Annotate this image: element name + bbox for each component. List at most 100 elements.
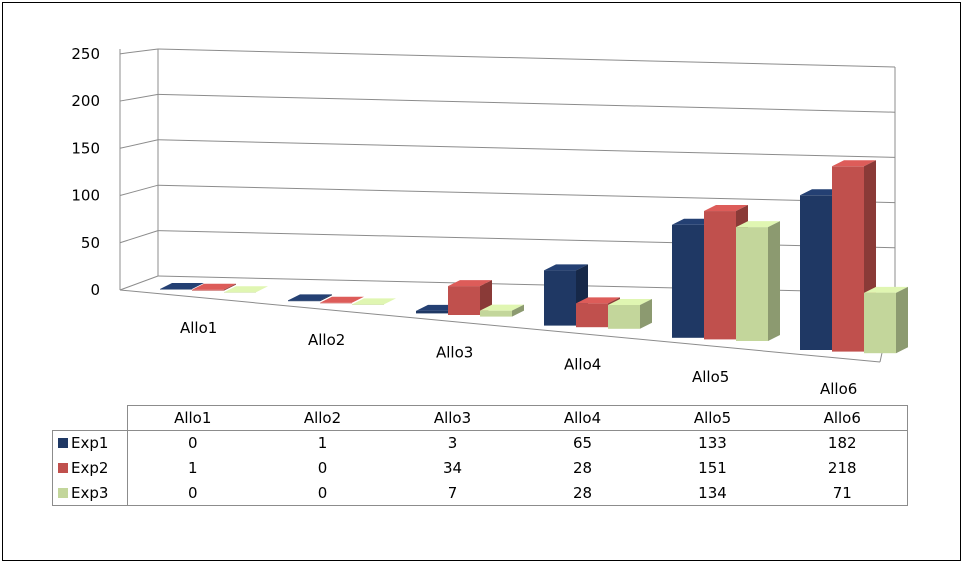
series-name: Exp3	[71, 483, 109, 502]
gridline	[157, 275, 896, 294]
bar-front	[608, 305, 640, 329]
bar-top	[544, 264, 588, 271]
bar-side	[640, 299, 652, 329]
bar-front	[448, 286, 480, 315]
x-tick-label: Allo6	[820, 380, 857, 398]
bar-top	[704, 205, 748, 212]
bar-top	[832, 160, 876, 167]
bar-front	[320, 302, 352, 304]
table-cell: 151	[698, 459, 727, 477]
bar-front	[864, 292, 896, 354]
bar-top	[160, 283, 204, 289]
table-cell: 182	[777, 430, 908, 456]
table-header-allo3: Allo3	[387, 405, 518, 431]
table-cell: 34	[442, 459, 463, 477]
bar-top	[352, 298, 396, 305]
table-row: Exp1 0 1 3 65 133 182	[52, 430, 908, 456]
bar-front	[800, 195, 832, 350]
series-name: Exp2	[71, 459, 109, 477]
x-tick-label: Allo2	[308, 331, 345, 349]
x-tick-label: Allo4	[564, 356, 601, 374]
legend-swatch-exp1	[58, 438, 68, 449]
bar-front	[192, 289, 224, 291]
series-name: Exp1	[71, 434, 109, 453]
table-cell: 28	[572, 459, 593, 477]
bar-top	[608, 299, 652, 305]
x-tick-label: Allo1	[180, 319, 217, 337]
data-table: Allo1 Allo2 Allo3 Allo4 Allo5 Allo6 Exp1…	[52, 405, 908, 506]
table-cell: 0	[127, 480, 258, 506]
y-tick-label: 50	[81, 234, 100, 252]
bar-front	[576, 303, 608, 328]
series-label-exp1: Exp1	[52, 430, 128, 456]
y-tick-label: 0	[90, 281, 100, 299]
bar-top	[864, 286, 908, 293]
table-cell: 3	[447, 434, 458, 453]
side-gridline	[119, 139, 159, 149]
table-header-allo5: Allo5	[647, 405, 778, 431]
table-header-allo2: Allo2	[257, 405, 388, 431]
bar-front	[736, 227, 768, 341]
bar-top	[224, 286, 268, 293]
table-cell: 1	[187, 459, 198, 477]
table-cell: 0	[317, 459, 328, 477]
bar-exp2-allo3	[448, 280, 492, 315]
side-gridline	[119, 275, 159, 291]
y-tick-label: 150	[71, 139, 100, 157]
bar-top	[192, 283, 236, 290]
table-cell: 28	[517, 480, 648, 506]
bar-exp2-allo1	[192, 283, 236, 291]
bar-front	[704, 211, 736, 340]
table-cell: 65	[572, 434, 593, 453]
bar-front	[832, 166, 864, 352]
table-cell: 7	[387, 480, 518, 506]
table-header-allo4: Allo4	[517, 405, 648, 431]
bar-front	[288, 300, 320, 302]
legend-swatch-exp3	[58, 487, 68, 498]
gridline	[157, 230, 896, 249]
bar-top	[320, 296, 364, 303]
gridline	[157, 184, 896, 204]
bar-side	[512, 304, 524, 317]
y-tick-label: 200	[71, 92, 100, 110]
bar-side	[768, 221, 780, 341]
bar-exp3-allo6	[864, 286, 908, 354]
bar-front	[480, 310, 512, 317]
side-gridline	[119, 93, 159, 102]
gridline	[157, 93, 896, 113]
bars	[160, 160, 908, 354]
table-corner	[52, 405, 128, 431]
legend-swatch-exp2	[58, 463, 68, 473]
x-tick-label: Allo3	[436, 343, 473, 361]
bar-exp3-allo3	[480, 304, 524, 317]
bar-front	[672, 224, 704, 338]
gridline	[157, 48, 896, 68]
table-cell: 71	[777, 480, 908, 506]
table-cell: 0	[257, 480, 388, 506]
chart-plot: 0 50 100 150 200 250 Allo1 Allo2 Allo3 Allo4 Allo5…	[71, 45, 908, 398]
table-row: Exp3 0 0 7 28 134 71	[52, 480, 908, 506]
gridline	[157, 139, 896, 158]
series-label-exp3: Exp3	[52, 480, 128, 506]
bar-exp2-allo2	[320, 296, 364, 304]
table-cell: 134	[647, 480, 778, 506]
table-header-allo1: Allo1	[127, 405, 258, 431]
table-header-allo6: Allo6	[777, 405, 908, 431]
table-cell: 218	[777, 455, 908, 481]
bar-front	[352, 304, 384, 305]
bar-front	[416, 310, 448, 314]
bar-front	[544, 270, 576, 326]
side-gridline	[119, 184, 159, 197]
floor-front-edge	[119, 289, 881, 363]
bar-top	[448, 280, 492, 287]
bar-exp3-allo1	[224, 286, 268, 293]
bar-side	[896, 286, 908, 354]
table-cell: 133	[698, 434, 727, 453]
series-label-exp2: Exp2	[52, 455, 128, 481]
table-cell: 1	[317, 434, 328, 453]
bar-top	[480, 304, 524, 311]
chart-axes: 0 50 100 150 200 250	[71, 45, 896, 363]
y-tick-label: 250	[71, 45, 100, 63]
bar-exp1-allo2	[288, 294, 332, 302]
